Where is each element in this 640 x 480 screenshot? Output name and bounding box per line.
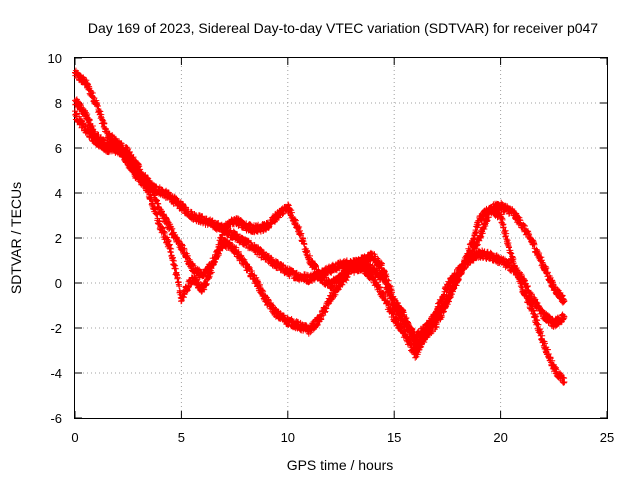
x-tick-label: 25: [600, 430, 614, 445]
y-tick-label: 4: [55, 186, 62, 201]
y-tick-label: -4: [50, 366, 62, 381]
tick-labels: 0 5 10 15 20 25 -6 -4 -2 0 2 4 6 8 10: [48, 51, 615, 445]
axis-ticks: [74, 57, 608, 419]
y-tick-label: -2: [50, 321, 62, 336]
chart-title: Day 169 of 2023, Sidereal Day-to-day VTE…: [88, 20, 598, 36]
x-tick-label: 0: [71, 430, 78, 445]
y-tick-label: 0: [55, 276, 62, 291]
x-tick-label: 10: [281, 430, 295, 445]
y-axis-label: SDTVAR / TECUs: [8, 182, 24, 294]
y-tick-label: 10: [48, 51, 62, 66]
series-track-2: [72, 108, 568, 386]
y-tick-label: 2: [55, 231, 62, 246]
y-tick-label: 8: [55, 96, 62, 111]
series-markers: [72, 108, 568, 386]
series-markers: [72, 96, 568, 352]
x-tick-label: 5: [178, 430, 185, 445]
series-track-1: [72, 67, 568, 343]
series-track-3: [72, 96, 568, 352]
data-points: [72, 67, 568, 386]
x-axis-label: GPS time / hours: [287, 457, 394, 473]
y-tick-label: 6: [55, 141, 62, 156]
series-markers: [72, 67, 568, 343]
y-tick-label: -6: [50, 411, 62, 426]
x-tick-label: 20: [493, 430, 507, 445]
x-tick-label: 15: [387, 430, 401, 445]
plot-frame: [74, 57, 608, 419]
